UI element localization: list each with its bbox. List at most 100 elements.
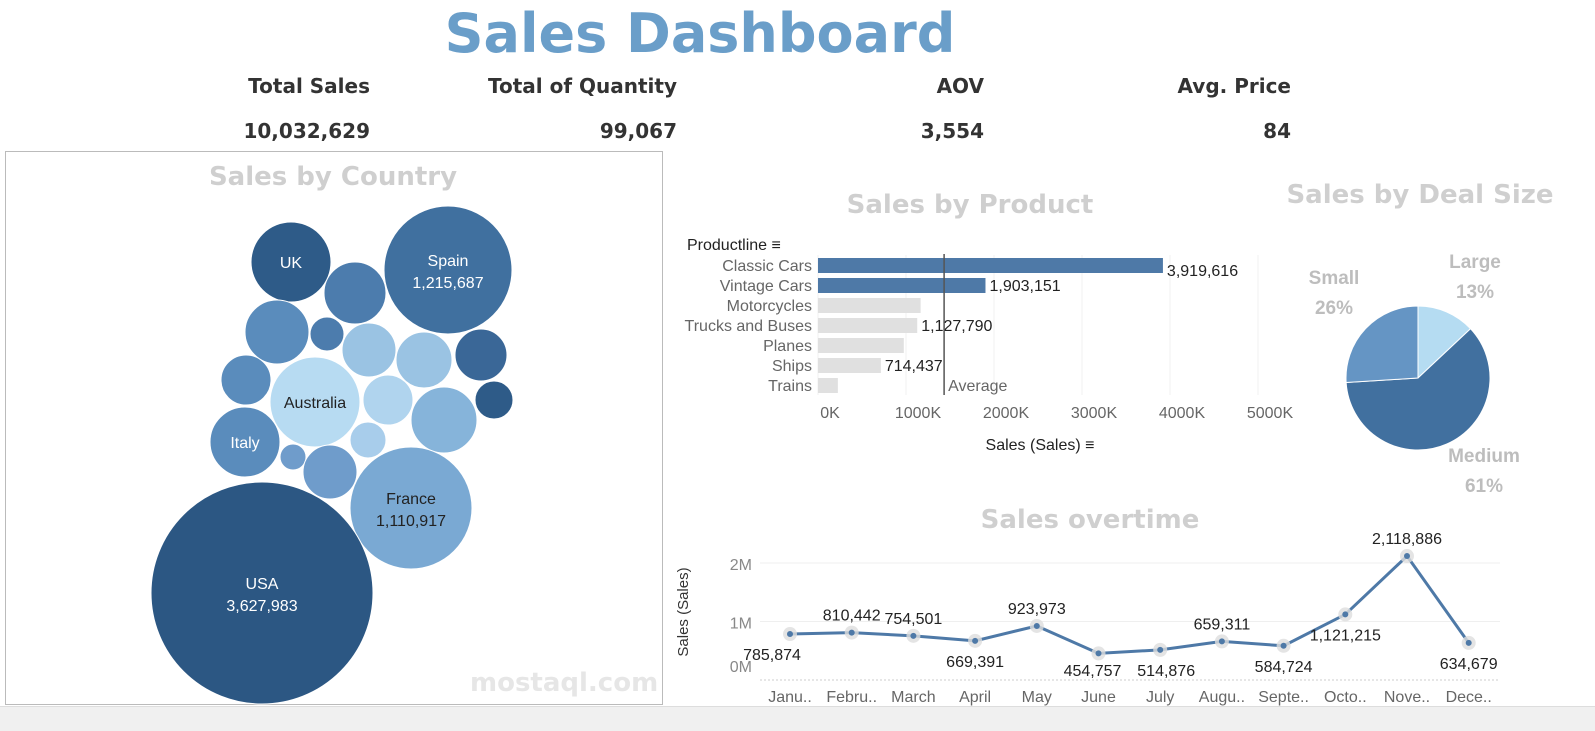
country-bubble-uk: [250, 221, 332, 303]
line-x-tick: Octo..: [1324, 689, 1367, 706]
pie-slice-small: [1345, 305, 1419, 384]
kpi-label-quantity: Total of Quantity: [488, 74, 677, 98]
country-bubble: [349, 421, 387, 459]
country-bubble: [454, 328, 508, 382]
country-bubble: [279, 443, 307, 471]
country-bubble-spain: [383, 205, 513, 335]
country-bubble: [410, 386, 478, 454]
line-data-label: 454,757: [1064, 663, 1122, 680]
sales-by-product-title: Sales by Product: [846, 190, 1094, 220]
line-point: [1404, 553, 1410, 560]
bar-y-axis-title: Productline ≡: [687, 237, 781, 254]
bubble-value: 3,627,983: [226, 598, 297, 615]
line-point: [1095, 650, 1102, 657]
line-y-tick: 2M: [730, 557, 752, 574]
bar-data-label: 1,903,151: [989, 278, 1060, 295]
line-x-tick: March: [891, 689, 935, 706]
country-bubble: [309, 316, 345, 352]
bar-x-tick: 3000K: [1071, 405, 1118, 422]
kpi-label-avg-price: Avg. Price: [1177, 74, 1291, 98]
pie-pct-medium: 61%: [1465, 476, 1503, 497]
country-bubble-usa: [150, 481, 374, 705]
line-data-label: 1,121,215: [1310, 627, 1381, 644]
sales-by-country-title: Sales by Country: [208, 162, 458, 192]
bar-category-label: Motorcycles: [727, 298, 812, 315]
bar-x-tick: 4000K: [1159, 405, 1206, 422]
line-y-axis-title: Sales (Sales): [675, 567, 692, 656]
bar-ships: [818, 358, 881, 373]
kpi-label-total-sales: Total Sales: [248, 74, 370, 98]
sheet-tabs-bar[interactable]: [0, 706, 1595, 731]
kpi-value-total-sales: 10,032,629: [243, 119, 370, 143]
bubble-label: Australia: [284, 395, 346, 412]
watermark: mostaql.com: [470, 668, 659, 698]
bar-data-label: 714,437: [885, 358, 943, 375]
bar-trucks-and-buses: [818, 318, 918, 333]
line-data-label: 514,876: [1137, 663, 1195, 680]
sales-by-deal-size-title: Sales by Deal Size: [1286, 180, 1554, 210]
line-x-tick: April: [959, 689, 991, 706]
pie-label-small: Small: [1309, 268, 1360, 289]
bubble-label: UK: [280, 255, 303, 272]
kpi-value-quantity: 99,067: [599, 119, 677, 143]
bubble-label: France: [386, 491, 436, 508]
line-point: [1157, 646, 1164, 653]
line-point: [1465, 639, 1472, 646]
page-title: Sales Dashboard: [444, 2, 956, 65]
bar-classic-cars: [818, 258, 1163, 273]
bar-category-label: Vintage Cars: [720, 278, 812, 295]
line-data-label: 584,724: [1255, 659, 1313, 676]
kpi-label-aov: AOV: [936, 74, 984, 98]
pie-label-medium: Medium: [1448, 446, 1520, 467]
bar-x-tick: 5000K: [1247, 405, 1294, 422]
line-point: [1218, 638, 1225, 645]
line-point: [1033, 622, 1040, 629]
line-y-tick: 1M: [730, 616, 752, 633]
line-point: [910, 632, 917, 639]
kpi-value-aov: 3,554: [920, 119, 984, 143]
line-point: [972, 637, 979, 644]
country-bubble: [474, 380, 514, 420]
pie-slice-large: [1417, 305, 1472, 380]
bar-planes: [818, 338, 904, 353]
line-data-label: 810,442: [823, 608, 881, 625]
line-point: [848, 629, 855, 636]
line-x-tick: Septe..: [1258, 689, 1309, 706]
bar-vintage-cars: [818, 278, 986, 293]
bar-motorcycles: [818, 298, 921, 313]
line-x-tick: May: [1022, 689, 1052, 706]
sales-line: [789, 553, 1470, 655]
country-bubble: [395, 331, 453, 389]
line-point: [1342, 611, 1349, 618]
bar-trains: [818, 378, 838, 393]
pie-label-large: Large: [1449, 252, 1501, 273]
bubble-label: Spain: [428, 253, 469, 270]
bubble-label: Italy: [230, 435, 259, 452]
country-bubble-italy: [209, 406, 281, 478]
bar-x-tick: 2000K: [983, 405, 1030, 422]
bar-category-label: Planes: [763, 338, 812, 355]
bubble-value: 1,110,917: [376, 513, 446, 530]
line-data-label: 754,501: [884, 611, 942, 628]
line-y-tick: 0M: [730, 659, 752, 676]
line-x-tick: Janu..: [768, 689, 812, 706]
bar-data-label: 3,919,616: [1167, 263, 1238, 280]
country-bubble-australia: [269, 356, 361, 448]
bar-category-label: Trucks and Buses: [685, 318, 812, 335]
pie-pct-small: 26%: [1315, 298, 1353, 319]
country-bubble: [220, 354, 272, 406]
pie-slice-medium: [1345, 328, 1491, 451]
line-data-label: 669,391: [946, 654, 1004, 671]
bubble-label: USA: [246, 576, 279, 593]
country-bubble: [302, 444, 358, 500]
country-bubble-france: [349, 446, 473, 570]
kpi-value-avg-price: 84: [1263, 119, 1291, 143]
average-label: Average: [948, 378, 1007, 395]
country-bubble: [244, 299, 310, 365]
sales-overtime-title: Sales overtime: [980, 505, 1200, 535]
bar-x-axis-title: Sales (Sales) ≡: [986, 437, 1095, 454]
line-data-label: 2,118,886: [1372, 531, 1442, 548]
bar-category-label: Ships: [772, 358, 812, 375]
country-bubble: [341, 322, 397, 378]
